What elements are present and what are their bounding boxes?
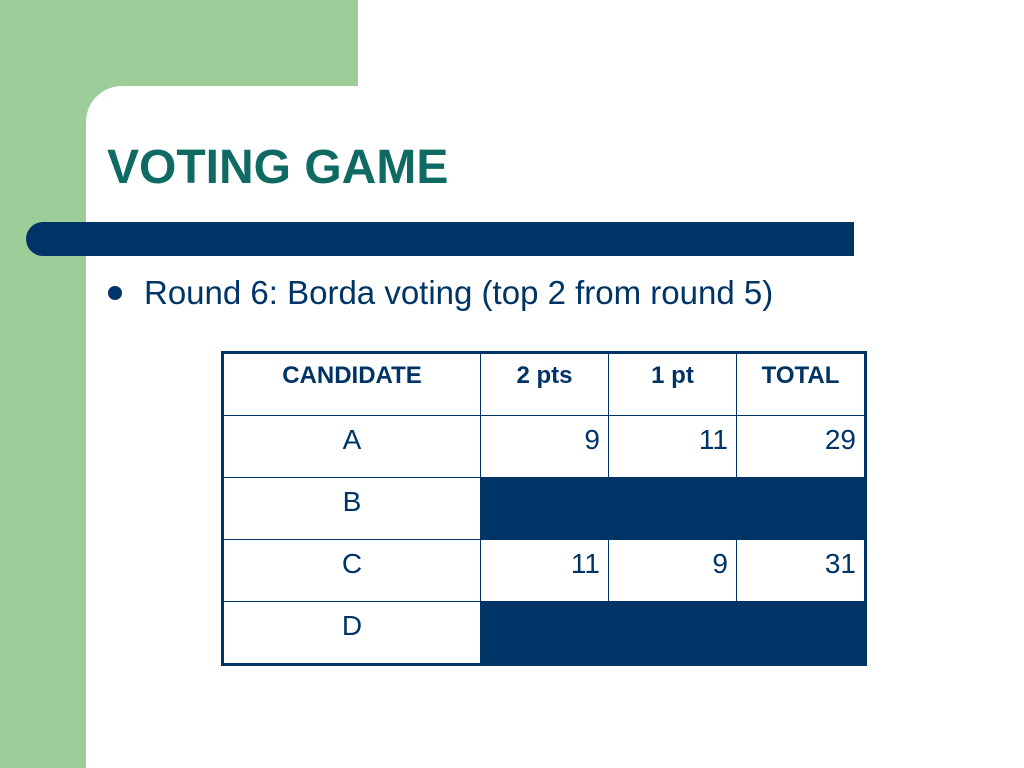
total-cell: 29: [736, 415, 866, 478]
filled-cell: [480, 601, 609, 665]
slide-title: VOTING GAME: [107, 141, 449, 194]
filled-cell: [736, 477, 866, 540]
table-row: C 11 9 31: [222, 539, 866, 602]
bullet-text: Round 6: Borda voting (top 2 from round …: [144, 274, 774, 311]
two-pts-cell: 9: [480, 415, 609, 478]
table-row: A 9 11 29: [222, 415, 866, 478]
candidate-cell: A: [222, 415, 481, 478]
results-table: CANDIDATE 2 pts 1 pt TOTAL A 9 11 29 B C: [221, 351, 867, 666]
header-total: TOTAL: [736, 352, 866, 416]
header-candidate: CANDIDATE: [222, 352, 481, 416]
one-pt-cell: 9: [608, 539, 737, 602]
table-row: B: [222, 477, 866, 540]
two-pts-cell: 11: [480, 539, 609, 602]
candidate-cell: C: [222, 539, 481, 602]
candidate-cell: D: [222, 601, 481, 665]
filled-cell: [608, 477, 737, 540]
title-underline-bar: [26, 222, 854, 256]
table-row: D: [222, 601, 866, 665]
filled-cell: [480, 477, 609, 540]
bullet-dot-icon: [108, 286, 122, 300]
top-white-area: [358, 0, 1024, 86]
bullet-item: Round 6: Borda voting (top 2 from round …: [108, 274, 773, 312]
candidate-cell: B: [222, 477, 481, 540]
one-pt-cell: 11: [608, 415, 737, 478]
table-header-row: CANDIDATE 2 pts 1 pt TOTAL: [222, 352, 866, 416]
total-cell: 31: [736, 539, 866, 602]
filled-cell: [736, 601, 866, 665]
header-one-pt: 1 pt: [608, 352, 737, 416]
filled-cell: [608, 601, 737, 665]
header-two-pts: 2 pts: [480, 352, 609, 416]
